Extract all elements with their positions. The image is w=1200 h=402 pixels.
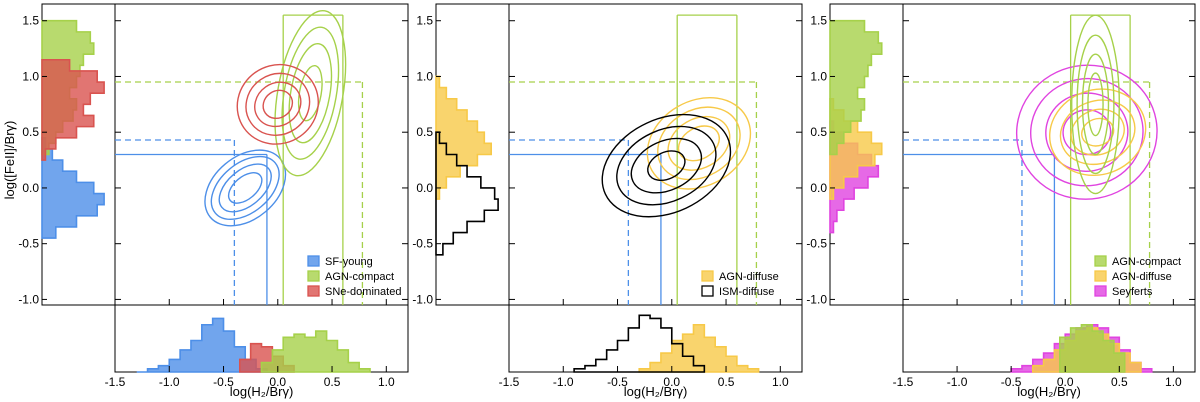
panel-1-y-tick-label-3: 0.5 <box>22 125 39 139</box>
panel-2-x-tick-label-4: 0.5 <box>718 375 735 389</box>
panel-2-y-tick-label-4: 1.0 <box>416 69 433 83</box>
panel-3-y-tick-label-2: 0.0 <box>810 181 827 195</box>
panel-2-x-hist-1 <box>573 314 706 373</box>
panel-3-contour-2-level-1 <box>1076 34 1115 175</box>
panel-1-x-tick-label-0: -1.5 <box>105 375 126 389</box>
panel-3-legend-label-1: AGN-diffuse <box>1112 271 1172 283</box>
panel-3-contour-0-level-0 <box>1015 64 1158 200</box>
panel-2-x-axis-label: log(H₂/Brγ) <box>624 384 688 399</box>
panel-2-x-tick-label-1: -1.0 <box>553 375 574 389</box>
panel-2-x-tick-label-5: 1.0 <box>772 375 789 389</box>
panel-1-x-hist-2 <box>260 330 371 373</box>
panel-3-x-tick-label-4: 0.5 <box>1111 375 1128 389</box>
panel-3-contour-2-level-2 <box>1081 53 1110 156</box>
panel-1-contour-2-level-2 <box>254 81 302 128</box>
panel-1-x-tick-label-2: -0.5 <box>213 375 234 389</box>
panel-2-x-tick-label-0: -1.5 <box>499 375 520 389</box>
panel-1-x-tick-label-5: 1.0 <box>378 375 395 389</box>
panel-1-legend-swatch-0 <box>307 255 320 267</box>
panel-1-y-hist-2 <box>41 58 105 161</box>
panel-1-y-tick-label-5: 1.5 <box>22 14 39 28</box>
panel-1-legend-swatch-1 <box>307 270 320 282</box>
panel-1-contour-0-level-2 <box>218 163 272 213</box>
panel-2-group <box>435 3 803 373</box>
panel-1-x-tick-label-4: 0.5 <box>324 375 341 389</box>
panel-1-group <box>41 3 409 373</box>
panel-3-x-tick-label-1: -1.0 <box>947 375 968 389</box>
panel-3-x-axis-label: log(H₂/Brγ) <box>1017 384 1081 399</box>
panel-3-contour-1-level-2 <box>1070 108 1125 156</box>
panel-3-x-hist-2 <box>1059 323 1126 373</box>
panel-1-contour-2-level-1 <box>245 72 311 136</box>
panel-2-y-hist-1 <box>435 131 499 256</box>
panel-1-legend-swatch-2 <box>307 285 320 297</box>
panel-3-contour-1-level-0 <box>1048 88 1147 177</box>
panel-2-y-tick-label-5: 1.5 <box>416 14 433 28</box>
panel-1-x-axis-label: log(H₂/Brγ) <box>230 384 294 399</box>
panel-2-y-tick-label-2: 0.0 <box>416 181 433 195</box>
panel-3-contour-1-level-1 <box>1059 99 1136 165</box>
panel-2-contour-1-level-1 <box>616 125 717 206</box>
panel-1-legend-label-2: SNe-dominated <box>325 286 401 298</box>
panel-2-contour-0-level-0 <box>646 97 752 190</box>
panel-2-x-hist-0 <box>638 323 760 373</box>
panel-3-y-tick-label-3: 0.5 <box>810 125 827 139</box>
panel-3-contour-2-level-0 <box>1071 14 1120 195</box>
panel-2-contour-1-level-0 <box>601 113 732 218</box>
panel-1-contour-1-level-2 <box>288 42 333 144</box>
panel-3-y-tick-label-1: -0.5 <box>806 237 827 251</box>
panel-1-legend-label-1: AGN-compact <box>325 271 394 283</box>
panel-2-y-tick-label-3: 0.5 <box>416 125 433 139</box>
y-axis-label: log([FeII]/Brγ) <box>2 121 17 200</box>
panel-2-y-tick-label-0: -1.0 <box>412 292 433 306</box>
panel-1-contour-0-level-1 <box>210 155 280 221</box>
panel-3-x-tick-label-5: 1.0 <box>1165 375 1182 389</box>
panel-1-y-tick-label-4: 1.0 <box>22 69 39 83</box>
panel-3-legend-swatch-1 <box>1094 270 1107 282</box>
panel-2-legend-label-0: AGN-diffuse <box>719 271 779 283</box>
panel-3-y-tick-label-0: -1.0 <box>806 292 827 306</box>
panel-2-contour-1-level-2 <box>630 137 703 194</box>
panel-3-y-tick-label-5: 1.5 <box>810 14 827 28</box>
panel-1-x-tick-label-1: -1.0 <box>159 375 180 389</box>
panel-2-legend-swatch-1 <box>701 285 714 297</box>
panel-1-legend-label-0: SF-young <box>325 256 373 268</box>
panel-2-y-hist-0 <box>435 75 493 200</box>
panel-2-x-tick-label-3: 0.0 <box>663 375 680 389</box>
panel-1-y-tick-label-0: -1.0 <box>18 292 39 306</box>
panel-3-contour-2-level-3 <box>1087 72 1104 137</box>
panel-1-contour-1-level-3 <box>297 64 323 122</box>
panel-3-y-tick-label-4: 1.0 <box>810 69 827 83</box>
panel-2-contour-1-level-3 <box>647 150 686 182</box>
panel-1-y-tick-label-1: -0.5 <box>18 237 39 251</box>
panel-1-contour-1-level-1 <box>281 26 340 160</box>
panel-3-legend-label-0: AGN-compact <box>1112 256 1181 268</box>
panel-3-x-tick-label-3: 0.0 <box>1057 375 1074 389</box>
panel-1-contour-0-level-3 <box>227 172 263 204</box>
panel-1-contour-2-level-3 <box>262 89 294 120</box>
panel-3-legend-swatch-2 <box>1094 285 1107 297</box>
panel-2-legend-swatch-0 <box>701 270 714 282</box>
panel-2-contour-0-level-3 <box>677 125 720 162</box>
panel-2-legend-label-1: ISM-diffuse <box>719 286 774 298</box>
panel-3-y-hist-2 <box>829 19 883 156</box>
panel-2-y-tick-label-1: -0.5 <box>412 237 433 251</box>
panel-3-legend-swatch-0 <box>1094 255 1107 267</box>
panel-3-x-tick-label-2: -0.5 <box>1001 375 1022 389</box>
panel-2-contour-0-level-2 <box>667 115 731 171</box>
panel-1-y-tick-label-2: 0.0 <box>22 181 39 195</box>
panel-1-x-tick-label-3: 0.0 <box>269 375 286 389</box>
panel-1-contour-2-level-0 <box>236 63 319 145</box>
panel-3-x-tick-label-0: -1.5 <box>893 375 914 389</box>
panel-1-contour-1-level-0 <box>274 9 347 177</box>
panel-3-contour-0-level-1 <box>1029 77 1144 187</box>
panel-3-group <box>829 3 1196 373</box>
panel-2-x-tick-label-2: -0.5 <box>607 375 628 389</box>
panel-3-legend-label-2: Seyferts <box>1112 286 1153 298</box>
panel-1-y-hist-0 <box>41 136 105 239</box>
